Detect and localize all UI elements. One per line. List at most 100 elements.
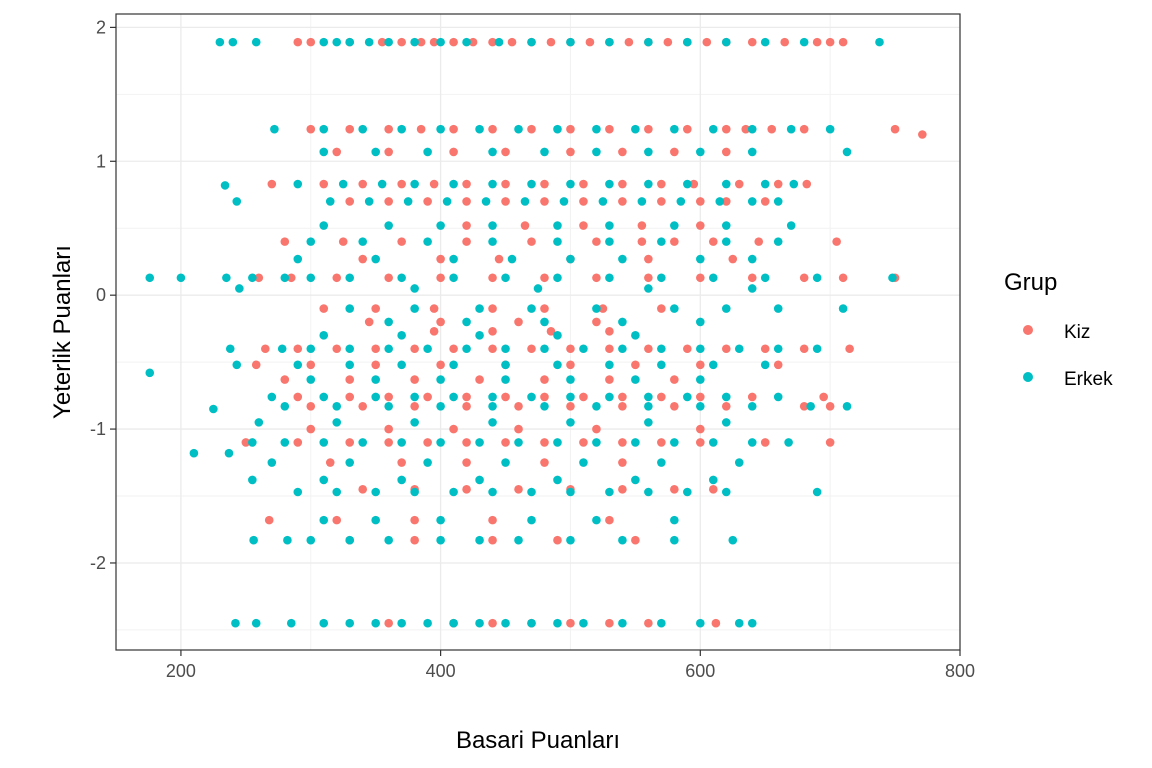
data-point bbox=[670, 485, 679, 494]
data-point bbox=[319, 438, 329, 447]
data-point bbox=[488, 304, 497, 313]
data-point bbox=[345, 458, 355, 467]
data-point bbox=[812, 487, 822, 497]
data-point bbox=[670, 124, 679, 134]
data-point bbox=[429, 37, 439, 47]
data-point bbox=[462, 317, 471, 327]
data-point bbox=[145, 273, 155, 283]
data-point bbox=[462, 179, 471, 189]
data-point bbox=[540, 273, 549, 283]
data-point bbox=[345, 392, 355, 402]
data-point bbox=[332, 37, 342, 47]
data-point bbox=[397, 124, 406, 134]
data-point bbox=[711, 618, 721, 628]
data-point bbox=[462, 37, 471, 47]
data-point bbox=[501, 147, 510, 157]
data-point bbox=[416, 124, 426, 134]
data-point bbox=[566, 344, 575, 354]
data-point bbox=[540, 392, 549, 402]
data-point bbox=[397, 179, 406, 189]
data-point bbox=[410, 392, 419, 402]
data-point bbox=[280, 237, 290, 246]
data-point bbox=[592, 424, 601, 434]
data-point bbox=[449, 487, 458, 497]
data-point bbox=[423, 438, 432, 447]
data-point bbox=[397, 618, 406, 628]
data-point bbox=[145, 368, 155, 378]
data-point bbox=[520, 221, 530, 230]
data-point bbox=[410, 304, 419, 313]
data-point bbox=[325, 458, 335, 467]
data-point bbox=[410, 284, 419, 293]
data-point bbox=[605, 237, 614, 246]
data-point bbox=[228, 37, 238, 47]
data-point bbox=[371, 344, 380, 354]
legend-label-erkek: Erkek bbox=[1064, 369, 1113, 390]
data-point bbox=[442, 197, 452, 206]
data-point bbox=[566, 402, 575, 411]
data-point bbox=[683, 37, 692, 47]
data-point bbox=[683, 487, 692, 497]
data-point bbox=[812, 273, 822, 283]
data-point bbox=[280, 438, 290, 447]
data-point bbox=[410, 37, 419, 47]
data-point bbox=[618, 618, 627, 628]
data-point bbox=[306, 375, 316, 384]
data-point bbox=[527, 392, 536, 402]
legend-key-erkek bbox=[1023, 372, 1033, 382]
data-point bbox=[270, 124, 279, 134]
data-point bbox=[332, 515, 342, 525]
data-point bbox=[670, 147, 679, 157]
data-point bbox=[306, 402, 316, 411]
y-axis-ticks: 2 1 0 -1 -2 bbox=[90, 17, 116, 573]
data-point bbox=[708, 237, 718, 246]
data-point bbox=[488, 273, 497, 283]
data-point bbox=[747, 392, 757, 402]
data-point bbox=[754, 237, 764, 246]
data-point bbox=[475, 124, 484, 134]
data-point bbox=[371, 360, 380, 370]
data-point bbox=[249, 535, 258, 545]
data-point bbox=[462, 485, 471, 494]
data-point bbox=[364, 37, 374, 47]
data-point bbox=[605, 618, 614, 628]
data-point bbox=[319, 515, 329, 525]
data-point bbox=[514, 485, 523, 494]
data-point bbox=[553, 221, 562, 230]
data-point bbox=[371, 375, 380, 384]
data-point bbox=[397, 458, 406, 467]
data-point bbox=[631, 331, 640, 340]
data-point bbox=[579, 179, 588, 189]
data-point bbox=[773, 304, 783, 313]
data-point bbox=[546, 327, 556, 336]
data-point bbox=[384, 37, 393, 47]
y-tick-label: 1 bbox=[96, 151, 106, 171]
data-point bbox=[825, 37, 835, 47]
data-point bbox=[819, 392, 828, 402]
data-point bbox=[475, 475, 484, 485]
data-point bbox=[338, 179, 348, 189]
data-point bbox=[605, 179, 614, 189]
data-point bbox=[566, 392, 575, 402]
data-point bbox=[747, 197, 757, 206]
data-point bbox=[189, 448, 199, 458]
data-point bbox=[264, 515, 274, 525]
data-point bbox=[332, 344, 342, 354]
data-point bbox=[786, 221, 796, 230]
data-point bbox=[644, 392, 653, 402]
data-point bbox=[631, 438, 640, 447]
data-point bbox=[696, 254, 705, 264]
data-point bbox=[592, 438, 601, 447]
data-point bbox=[251, 37, 261, 47]
data-point bbox=[566, 360, 575, 370]
data-point bbox=[605, 515, 614, 525]
data-point bbox=[721, 344, 731, 354]
data-point bbox=[579, 392, 588, 402]
data-point bbox=[566, 375, 575, 384]
data-point bbox=[514, 424, 523, 434]
data-point bbox=[644, 418, 653, 427]
data-point bbox=[657, 237, 666, 246]
data-point bbox=[670, 221, 679, 230]
data-point bbox=[319, 221, 329, 230]
data-point bbox=[605, 37, 614, 47]
